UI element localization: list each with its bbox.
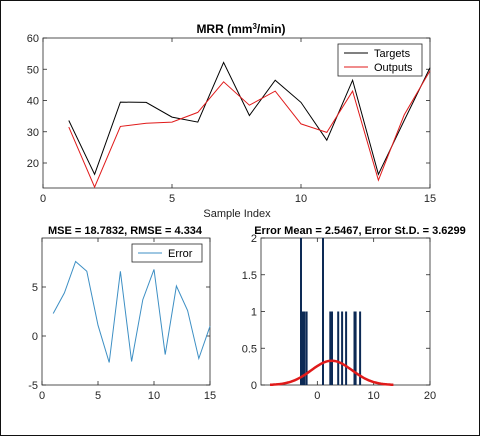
error-legend-box	[131, 243, 203, 263]
hist-bar	[329, 311, 332, 385]
hist-bar	[300, 238, 302, 385]
mrr-x-tick-label: 10	[295, 193, 307, 205]
hist-y-tick-label: 1.5	[242, 270, 257, 282]
mrr-series-line	[68, 61, 431, 176]
error-y-tick-label: 0	[32, 331, 38, 343]
top-chart-title: MRR (mm3/min)	[196, 22, 285, 37]
mrr-x-tick-label: 5	[169, 193, 175, 205]
hist-y-tick-label: 1	[251, 307, 257, 319]
mrr-line-chart: 0 5 10 15 20 30 40 50 60 Targets Outputs	[27, 33, 436, 205]
mrr-x-tick-label: 0	[40, 193, 46, 205]
hist-bar	[305, 311, 308, 385]
error-chart-title: MSE = 18.7832, RMSE = 4.334	[48, 225, 203, 237]
hist-x-tick-label: 10	[368, 390, 380, 402]
error-series-line	[52, 260, 211, 363]
hist-bar	[301, 311, 304, 385]
hist-bar	[303, 311, 306, 385]
mrr-y-tick-label: 30	[27, 127, 39, 139]
error-histogram-chart: 0 10 20 0 0.5 1 1.5 2	[242, 233, 436, 402]
hist-bar	[353, 311, 356, 385]
normal-fit-curve	[270, 359, 394, 386]
mrr-y-tick-label: 50	[27, 64, 39, 76]
hist-bar	[341, 311, 344, 385]
hist-bar	[354, 311, 357, 385]
error-x-tick-label: 10	[148, 390, 160, 402]
mrr-legend-label: Outputs	[374, 62, 413, 74]
top-chart-xlabel: Sample Index	[203, 208, 271, 220]
mrr-legend-label: Targets	[374, 48, 411, 60]
hist-y-tick-label: 0	[251, 380, 257, 392]
histogram-chart-title: Error Mean = 2.5467, Error St.D. = 3.629…	[254, 225, 466, 237]
hist-bar	[331, 311, 333, 385]
error-y-tick-label: -5	[28, 380, 38, 392]
hist-bar	[322, 238, 324, 385]
hist-x-tick-label: 20	[424, 390, 436, 402]
hist-bar	[337, 311, 340, 385]
hist-y-tick-label: 2	[251, 233, 257, 245]
error-x-tick-label: 15	[204, 390, 216, 402]
mrr-y-tick-label: 40	[27, 96, 39, 108]
mrr-y-tick-label: 60	[27, 33, 39, 45]
hist-bar	[359, 311, 362, 385]
hist-x-tick-label: 0	[314, 390, 320, 402]
error-plot-area	[41, 237, 211, 386]
mrr-legend-box	[337, 43, 423, 77]
mrr-y-tick-label: 20	[27, 158, 39, 170]
error-legend-label: Error	[168, 248, 193, 260]
error-x-tick-label: 0	[39, 390, 45, 402]
hist-bar	[345, 311, 348, 385]
error-x-tick-label: 5	[95, 390, 101, 402]
error-y-tick-label: 5	[32, 282, 38, 294]
mrr-x-tick-label: 15	[424, 193, 436, 205]
mrr-series-line	[68, 70, 431, 189]
hist-y-tick-label: 0.5	[242, 343, 257, 355]
